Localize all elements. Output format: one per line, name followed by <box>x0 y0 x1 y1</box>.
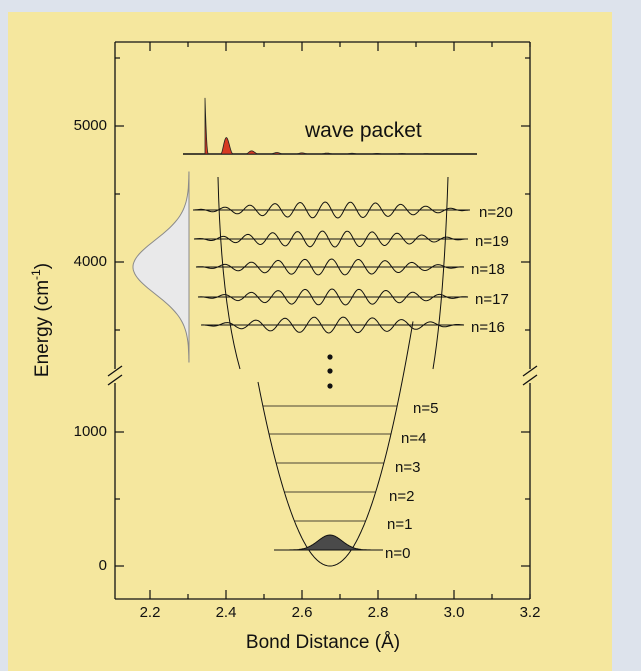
axis-ticks <box>115 42 531 599</box>
axis-break-left <box>107 365 123 377</box>
y-tick-label: 4000 <box>74 253 107 270</box>
lower-energy-levels <box>262 405 398 522</box>
x-axis-title: Bond Distance (Å) <box>246 632 400 653</box>
x-tick-label: 2.8 <box>368 604 389 621</box>
level-label-n0: n=0 <box>385 545 410 562</box>
level-label-n18: n=18 <box>471 261 505 278</box>
x-tick-label: 3.2 <box>520 604 541 621</box>
wave-packet-label: wave packet <box>304 119 422 142</box>
wavefunction-upper <box>201 316 465 334</box>
y-tick-label: 5000 <box>74 117 107 134</box>
level-label-n16: n=16 <box>471 319 505 336</box>
wavefunction-upper <box>193 201 470 219</box>
y-tick-label: 1000 <box>74 423 107 440</box>
upper-wavefunctions <box>193 201 470 334</box>
level-label-n4: n=4 <box>401 430 426 447</box>
level-label-n2: n=2 <box>389 488 414 505</box>
figure-panel: 2.2 2.4 2.6 2.8 3.0 3.2 0 1000 4000 5000… <box>8 12 612 671</box>
x-tick-label: 2.2 <box>140 604 161 621</box>
level-label-n5: n=5 <box>413 400 438 417</box>
axis-break-right <box>522 365 538 377</box>
plot-frame <box>107 41 538 600</box>
level-label-n1: n=1 <box>387 516 412 533</box>
lower-potential-curve <box>257 321 414 567</box>
level-label-n20: n=20 <box>479 204 513 221</box>
x-tick-label: 2.6 <box>292 604 313 621</box>
ellipsis-dot <box>327 383 333 389</box>
wavefunction-upper <box>193 230 468 248</box>
upper-potential-curve <box>217 176 449 370</box>
ellipsis-dot <box>327 354 333 360</box>
level-label-n19: n=19 <box>475 233 509 250</box>
gaussian-profile <box>132 171 190 363</box>
level-label-n17: n=17 <box>475 291 509 308</box>
y-tick-label: 0 <box>99 557 107 574</box>
ground-state-density <box>278 534 383 551</box>
y-axis-title: Energy (cm-1) <box>29 263 53 377</box>
level-label-n3: n=3 <box>395 459 420 476</box>
ellipsis-dot <box>327 368 333 374</box>
energy-diagram: 2.2 2.4 2.6 2.8 3.0 3.2 0 1000 4000 5000… <box>29 41 541 653</box>
wave-packet <box>183 97 477 155</box>
x-tick-label: 2.4 <box>216 604 237 621</box>
x-tick-label: 3.0 <box>444 604 465 621</box>
wavefunction-upper <box>195 258 465 276</box>
wave-packet-curve <box>204 97 429 155</box>
wavefunction-upper <box>197 288 469 306</box>
